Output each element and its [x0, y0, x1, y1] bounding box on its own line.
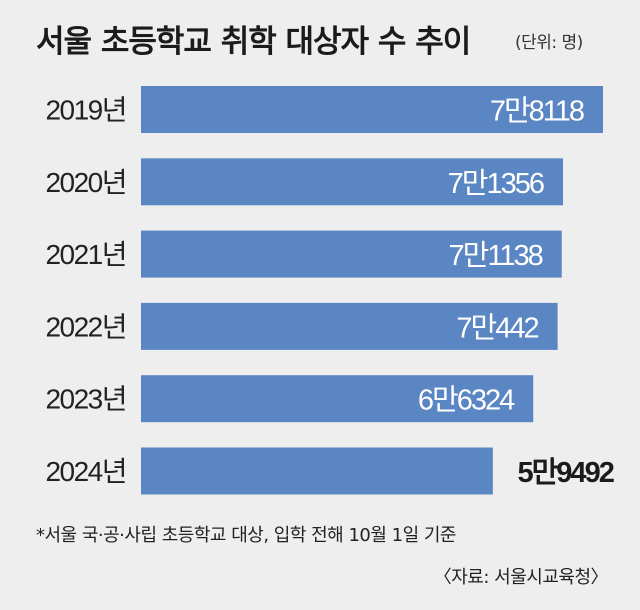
year-label: 2019년 [45, 95, 126, 126]
value-label: 5만9492 [518, 456, 614, 489]
bar [141, 375, 534, 423]
bar [141, 158, 564, 206]
year-label: 2023년 [45, 384, 126, 415]
footnote: *서울 국·공·사립 초등학교 대상, 입학 전해 10월 1일 기준 [36, 525, 457, 546]
value-label: 7만442 [456, 312, 538, 344]
bar [141, 302, 558, 350]
unit-label: (단위: 명) [515, 33, 583, 53]
value-label: 7만1138 [449, 240, 543, 272]
year-label: 2022년 [45, 311, 126, 342]
value-label: 7만1356 [448, 168, 544, 200]
year-label: 2020년 [45, 167, 126, 198]
year-label: 2021년 [45, 239, 126, 270]
chart-title: 서울 초등학교 취학 대상자 수 추이 [36, 24, 471, 60]
bars-group: 2019년 7만8118 2020년 7만1356 2021년 7만1138 2022년 7만… [45, 86, 616, 495]
bar [141, 86, 603, 133]
bar [141, 230, 562, 278]
value-label: 7만8118 [490, 96, 584, 128]
source-note: 〈자료: 서울시교육청〉 [433, 567, 609, 588]
bar [141, 447, 493, 495]
value-label: 6만6324 [418, 385, 515, 417]
year-label: 2024년 [45, 456, 126, 487]
